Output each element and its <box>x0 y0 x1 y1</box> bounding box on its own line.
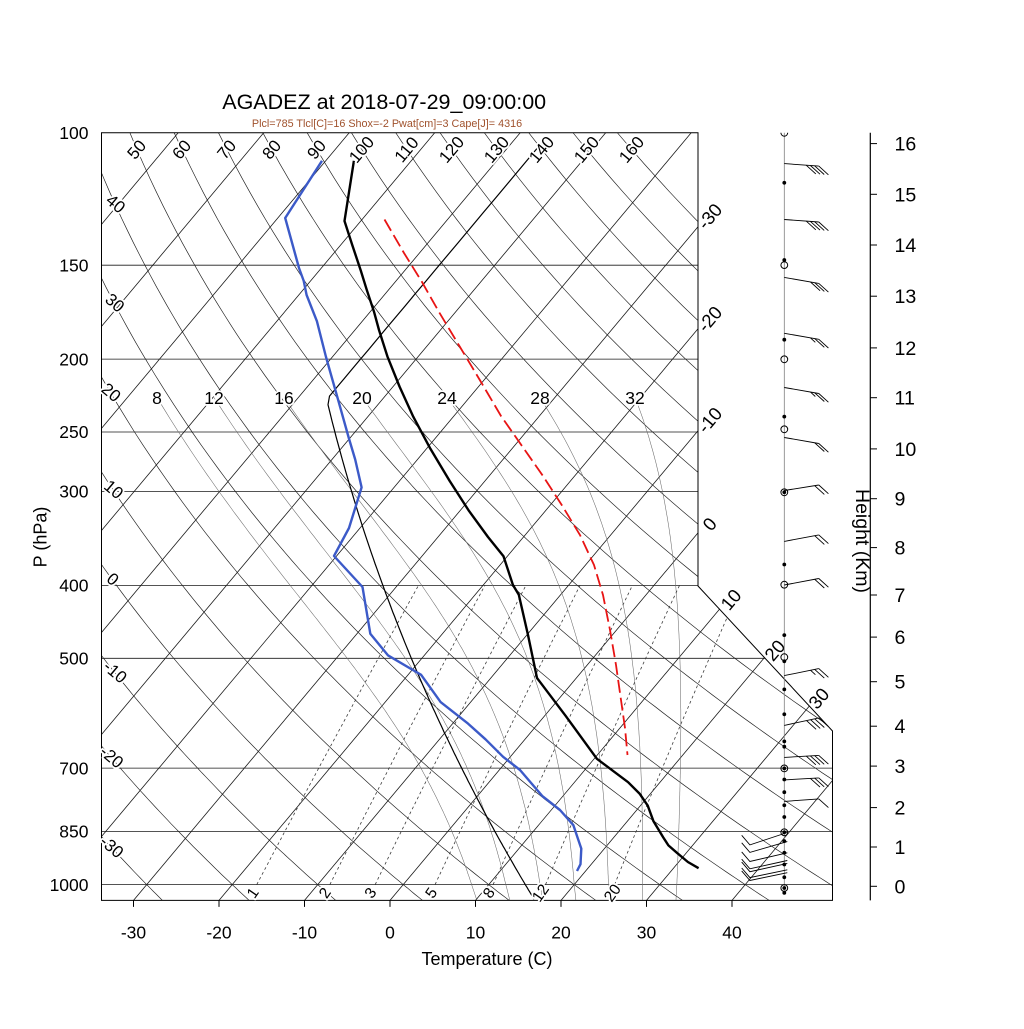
svg-text:11: 11 <box>895 388 915 410</box>
svg-text:700: 700 <box>59 758 88 778</box>
svg-text:1: 1 <box>895 837 906 859</box>
svg-text:5: 5 <box>895 672 906 694</box>
svg-text:20: 20 <box>352 388 372 408</box>
svg-text:0: 0 <box>385 923 395 943</box>
svg-text:-30: -30 <box>121 923 147 943</box>
svg-text:40: 40 <box>722 923 742 943</box>
svg-text:6: 6 <box>895 627 906 649</box>
svg-text:7: 7 <box>895 585 906 607</box>
svg-text:13: 13 <box>895 286 917 308</box>
svg-text:12: 12 <box>204 388 223 408</box>
svg-text:300: 300 <box>59 482 88 502</box>
svg-text:30: 30 <box>637 923 657 943</box>
svg-text:150: 150 <box>59 255 88 275</box>
svg-text:0: 0 <box>895 876 906 898</box>
svg-text:-20: -20 <box>206 923 232 943</box>
svg-text:8: 8 <box>895 538 906 560</box>
svg-text:14: 14 <box>895 235 917 257</box>
svg-text:500: 500 <box>59 649 88 669</box>
svg-text:24: 24 <box>437 388 457 408</box>
svg-text:16: 16 <box>274 388 293 408</box>
svg-text:12: 12 <box>895 338 917 360</box>
svg-text:4: 4 <box>895 716 906 738</box>
svg-text:16: 16 <box>895 134 917 156</box>
svg-text:850: 850 <box>59 822 88 842</box>
svg-text:400: 400 <box>59 576 88 596</box>
svg-text:9: 9 <box>895 489 906 511</box>
svg-text:20: 20 <box>551 923 571 943</box>
svg-text:100: 100 <box>59 123 88 143</box>
svg-text:10: 10 <box>466 923 486 943</box>
svg-text:3: 3 <box>895 756 906 778</box>
svg-text:Plcl=785 Tlcl[C]=16 Shox=-2 Pw: Plcl=785 Tlcl[C]=16 Shox=-2 Pwat[cm]=3 C… <box>252 118 522 130</box>
svg-text:P (hPa): P (hPa) <box>31 507 51 568</box>
svg-text:-10: -10 <box>292 923 318 943</box>
svg-text:AGADEZ at 2018-07-29_09:00:00: AGADEZ at 2018-07-29_09:00:00 <box>222 90 546 114</box>
svg-text:Height (Km): Height (Km) <box>851 489 873 593</box>
svg-text:8: 8 <box>152 388 162 408</box>
svg-text:2: 2 <box>895 798 906 820</box>
svg-text:28: 28 <box>530 388 549 408</box>
svg-text:10: 10 <box>895 439 917 461</box>
svg-text:15: 15 <box>895 184 917 206</box>
svg-text:Temperature (C): Temperature (C) <box>421 949 552 969</box>
svg-text:32: 32 <box>625 388 644 408</box>
svg-text:200: 200 <box>59 349 88 369</box>
svg-text:250: 250 <box>59 422 88 442</box>
svg-text:1000: 1000 <box>50 875 89 895</box>
